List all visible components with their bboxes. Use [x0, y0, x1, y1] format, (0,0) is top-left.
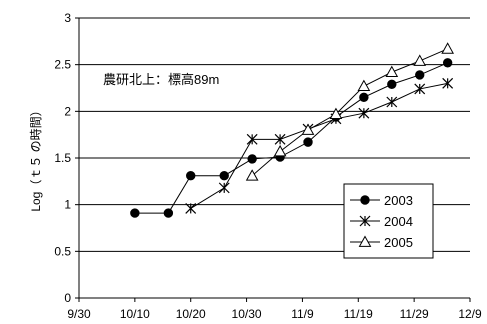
legend-label-2003: 2003: [384, 193, 413, 208]
legend: 2003 2004 2005: [344, 184, 433, 258]
data-point-2003: [416, 71, 424, 79]
axes: [75, 18, 470, 302]
data-point-2005: [442, 43, 453, 53]
x-tick-label: 10/10: [120, 307, 150, 321]
y-tick-labels: 0 0.5 1 1.5 2 2.5 3: [54, 11, 71, 305]
y-tick-label: 0.5: [54, 244, 71, 258]
y-tick-label: 1: [64, 198, 71, 212]
x-tick-label: 11/29: [400, 307, 429, 321]
legend-label-2005: 2005: [384, 235, 413, 250]
data-point-2004: [186, 203, 196, 213]
chart-annotation: 農研北上：標高89m: [103, 72, 219, 87]
x-tick-labels: 9/30 10/10 10/20 10/30 11/9 11/19 11/29 12/9: [67, 307, 482, 321]
legend-marker-2003: [361, 196, 369, 204]
data-point-2004: [359, 108, 369, 118]
y-tick-label: 2.5: [54, 58, 71, 72]
legend-label-2004: 2004: [384, 214, 413, 229]
data-point-2004: [415, 84, 425, 94]
x-tick-label: 10/30: [232, 307, 262, 321]
y-tick-label: 3: [64, 11, 71, 25]
x-tick-label: 11/19: [344, 307, 373, 321]
data-point-2005: [414, 55, 425, 65]
x-tick-label: 12/9: [458, 307, 482, 321]
data-point-2003: [248, 155, 256, 163]
data-point-2003: [304, 138, 312, 146]
y-tick-label: 0: [64, 291, 71, 305]
data-point-2003: [187, 172, 195, 180]
y-axis-title: Log（ｔ５ の時間）: [29, 104, 43, 211]
data-point-2005: [275, 146, 286, 156]
data-point-2004: [443, 78, 453, 88]
data-point-2004: [219, 183, 229, 193]
data-point-2005: [358, 81, 369, 91]
data-point-2005: [247, 170, 258, 180]
data-point-2004: [387, 97, 397, 107]
y-tick-label: 1.5: [54, 151, 71, 165]
data-point-2003: [131, 209, 139, 217]
x-tick-label: 9/30: [67, 307, 91, 321]
y-tick-label: 2: [64, 104, 71, 118]
data-point-2003: [443, 59, 451, 67]
x-tick-label: 11/9: [291, 307, 314, 321]
data-point-2005: [386, 67, 397, 77]
x-tick-label: 10/20: [176, 307, 206, 321]
data-point-2003: [220, 172, 228, 180]
data-point-2003: [388, 80, 396, 88]
data-point-2003: [360, 93, 368, 101]
data-point-2003: [164, 209, 172, 217]
